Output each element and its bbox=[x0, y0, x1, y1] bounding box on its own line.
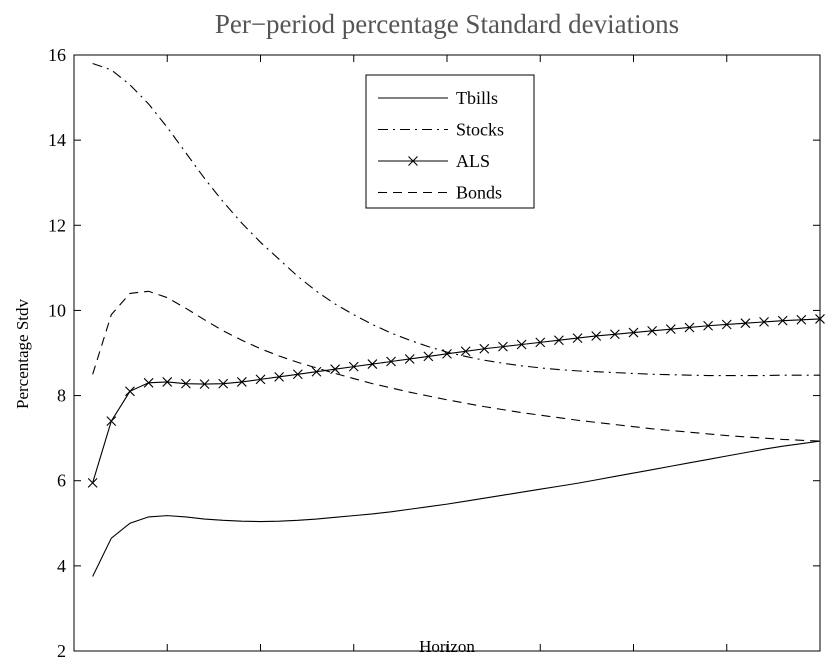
legend-box bbox=[365, 74, 535, 209]
data-point-marker bbox=[218, 378, 229, 389]
data-point-marker bbox=[236, 377, 247, 387]
legend-label-bonds: Bonds bbox=[456, 183, 502, 203]
x-tick-label: 0 bbox=[70, 655, 79, 658]
data-point-marker bbox=[199, 379, 210, 389]
y-tick-label: 12 bbox=[48, 215, 66, 235]
data-point-marker bbox=[721, 319, 732, 330]
data-point-marker bbox=[554, 335, 564, 346]
y-tick-label: 2 bbox=[57, 641, 66, 658]
data-point-marker bbox=[330, 364, 340, 375]
data-point-marker bbox=[348, 361, 359, 372]
data-point-marker bbox=[274, 371, 285, 382]
x-tick-label: 10 bbox=[252, 655, 270, 658]
data-point-marker bbox=[591, 331, 602, 341]
data-point-marker bbox=[404, 354, 415, 364]
data-point-marker bbox=[572, 333, 583, 343]
axis-ticks: 0 5 10 15 20 25 30 35 40 2 4 6 8 10 12 14 16 bbox=[48, 45, 829, 658]
series-line-als bbox=[92, 318, 821, 483]
x-tick-label: 25 bbox=[531, 655, 549, 658]
series-line-tbills bbox=[92, 440, 821, 577]
y-tick-label: 16 bbox=[48, 45, 66, 65]
data-point-marker bbox=[740, 318, 751, 329]
legend-label-als: ALS bbox=[456, 151, 490, 171]
x-tick-label: 20 bbox=[438, 655, 456, 658]
data-point-marker bbox=[87, 477, 98, 488]
data-point-marker bbox=[125, 386, 135, 397]
data-point-marker bbox=[628, 327, 639, 338]
x-tick-label: 15 bbox=[345, 655, 363, 658]
data-point-marker bbox=[498, 341, 508, 352]
chart-title: Per−period percentage Standard deviation… bbox=[215, 9, 679, 39]
y-tick-label: 4 bbox=[57, 556, 66, 576]
series-line-bonds bbox=[92, 290, 821, 442]
data-point-marker bbox=[181, 378, 191, 389]
series-layer bbox=[87, 62, 825, 577]
x-tick-label: 30 bbox=[625, 655, 643, 658]
y-axis-label: Percentage Stdv bbox=[13, 299, 32, 409]
legend: Tbills Stocks ALS Bonds bbox=[365, 74, 535, 209]
data-point-marker bbox=[311, 366, 322, 377]
y-tick-label: 14 bbox=[48, 130, 66, 150]
data-point-marker bbox=[796, 314, 807, 325]
data-point-marker bbox=[106, 416, 117, 427]
legend-marker bbox=[408, 156, 418, 166]
data-point-marker bbox=[162, 377, 173, 387]
series-line-stocks bbox=[92, 62, 820, 377]
x-tick-label: 40 bbox=[811, 655, 829, 658]
data-point-marker bbox=[759, 317, 769, 327]
data-point-marker bbox=[535, 337, 546, 348]
data-point-marker bbox=[777, 315, 788, 326]
data-point-marker bbox=[684, 322, 695, 333]
data-point-marker bbox=[703, 320, 713, 331]
y-tick-label: 6 bbox=[57, 471, 66, 491]
data-point-marker bbox=[647, 325, 658, 336]
data-point-marker bbox=[292, 369, 303, 380]
y-tick-label: 8 bbox=[57, 386, 66, 406]
data-point-marker bbox=[479, 343, 490, 354]
x-tick-label: 35 bbox=[718, 655, 736, 658]
data-point-marker bbox=[423, 351, 434, 362]
data-point-marker bbox=[442, 348, 452, 359]
data-point-marker bbox=[516, 339, 527, 350]
data-point-marker bbox=[386, 356, 396, 367]
data-point-marker bbox=[367, 359, 378, 369]
legend-label-stocks: Stocks bbox=[456, 120, 504, 140]
y-tick-label: 10 bbox=[48, 300, 66, 320]
legend-label-tbills: Tbills bbox=[456, 88, 498, 108]
x-tick-label: 5 bbox=[163, 655, 172, 658]
data-point-marker bbox=[460, 346, 471, 357]
data-point-marker bbox=[143, 377, 154, 388]
data-point-marker bbox=[255, 374, 266, 385]
data-point-marker bbox=[609, 329, 620, 340]
data-point-marker bbox=[815, 314, 825, 324]
data-point-marker bbox=[665, 324, 676, 335]
